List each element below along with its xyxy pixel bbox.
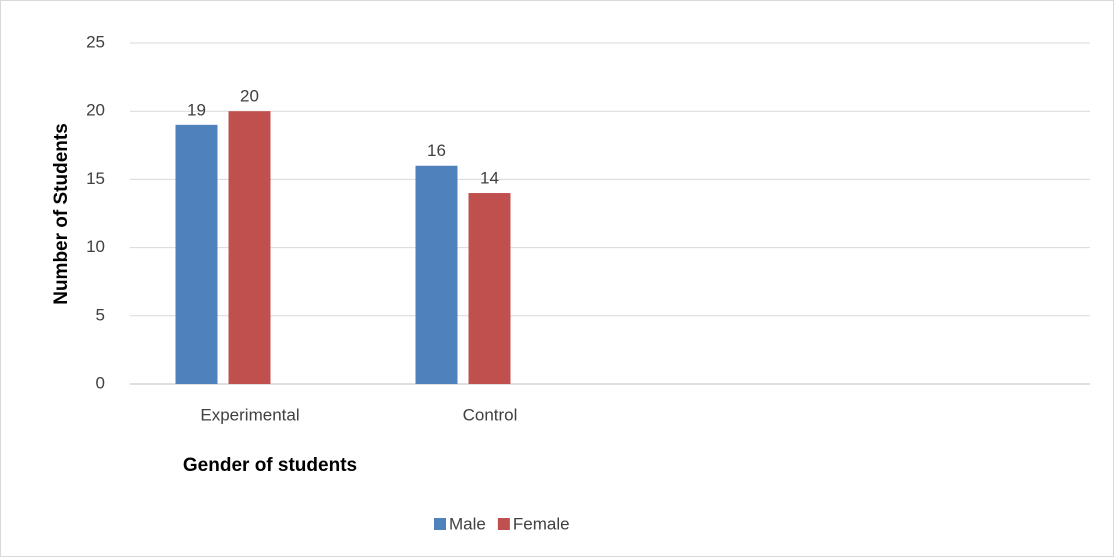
y-tick-label: 5 [96,305,105,324]
legend-swatch [434,518,446,530]
data-label: 16 [427,141,446,160]
y-tick-label: 15 [86,169,105,188]
legend-label: Female [513,514,570,533]
legend-label: Male [449,514,486,533]
legend-swatch [497,518,510,530]
y-tick-label: 20 [86,101,105,120]
data-label: 20 [240,87,259,106]
bar [175,124,218,384]
data-label: 19 [187,100,206,119]
y-tick-label: 10 [86,237,105,256]
data-label: 14 [480,169,499,188]
bar [228,111,271,384]
y-axis-label: Number of Students [51,123,72,305]
x-tick-label: Control [463,405,518,424]
y-tick-label: 0 [96,373,105,392]
x-axis-label: Gender of students [183,455,357,476]
bar [415,165,458,384]
bar [468,193,511,384]
x-tick-label: Experimental [200,405,299,424]
y-tick-label: 25 [86,32,105,51]
